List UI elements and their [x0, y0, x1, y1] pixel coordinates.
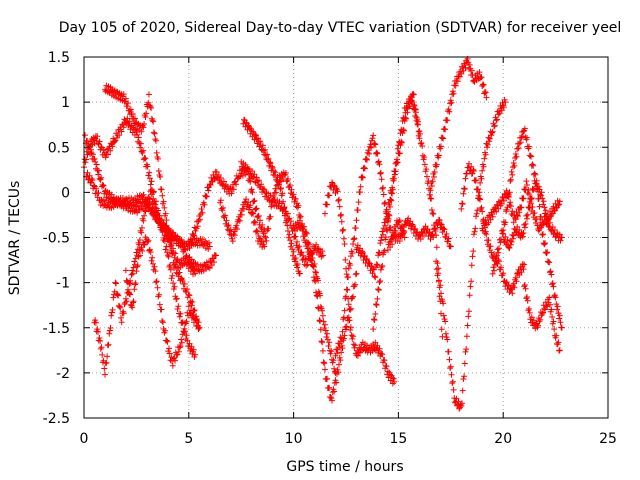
series-track-11 [290, 217, 360, 404]
series-track-16 [384, 215, 454, 253]
y-tick-label: 1.5 [48, 50, 70, 66]
series-track-17 [426, 55, 490, 198]
plus-markers [426, 55, 490, 198]
series-track-9 [238, 158, 339, 376]
x-tick-label: 10 [285, 431, 303, 447]
plus-markers [489, 125, 565, 331]
series-track-6 [122, 234, 203, 369]
series-track-10 [240, 116, 303, 277]
series-track-19 [458, 160, 528, 297]
y-tick-label: -0.5 [43, 231, 70, 247]
axis-ticks [83, 56, 609, 419]
x-tick-label: 15 [389, 431, 407, 447]
y-tick-label: 1 [61, 95, 70, 111]
plus-markers [433, 96, 509, 412]
series-track-18 [433, 96, 509, 412]
x-tick-label: 20 [494, 431, 512, 447]
series-track-12 [322, 179, 398, 387]
y-tick-labels: -2.5 -2 -1.5 -1 -0.5 0 0.5 1 1.5 [43, 50, 70, 427]
x-tick-label: 0 [80, 431, 89, 447]
y-tick-label: -1.5 [43, 321, 70, 337]
chart-title: Day 105 of 2020, Sidereal Day-to-day VTE… [59, 20, 622, 36]
y-tick-label: 0.5 [48, 140, 70, 156]
x-tick-label: 5 [184, 431, 193, 447]
y-tick-label: -2 [56, 366, 70, 382]
plus-markers [384, 215, 454, 253]
series-track-22 [500, 177, 563, 251]
x-tick-labels: 0 5 10 15 20 25 [80, 431, 617, 447]
series-track-13 [332, 132, 408, 359]
plus-markers [458, 160, 528, 297]
series-track-21 [489, 125, 565, 331]
plus-markers [500, 177, 563, 251]
y-tick-label: 0 [61, 185, 70, 201]
series-track-23 [521, 282, 563, 354]
plus-markers [238, 158, 339, 376]
y-tick-label: -2.5 [43, 411, 70, 427]
x-axis-label: GPS time / hours [286, 459, 403, 475]
series-track-8 [217, 196, 268, 250]
x-tick-label: 25 [599, 431, 617, 447]
plus-markers [322, 179, 398, 387]
plus-markers [240, 116, 303, 277]
y-axis-label: SDTVAR / TECUs [7, 181, 23, 296]
y-tick-label: -1 [56, 276, 70, 292]
plus-markers [332, 132, 408, 359]
series-track-5 [102, 82, 203, 331]
data-points [81, 55, 565, 412]
plus-markers [102, 82, 203, 331]
plus-markers [122, 234, 203, 369]
plus-markers [217, 196, 268, 250]
plus-markers [521, 282, 563, 354]
plus-markers [290, 217, 360, 404]
